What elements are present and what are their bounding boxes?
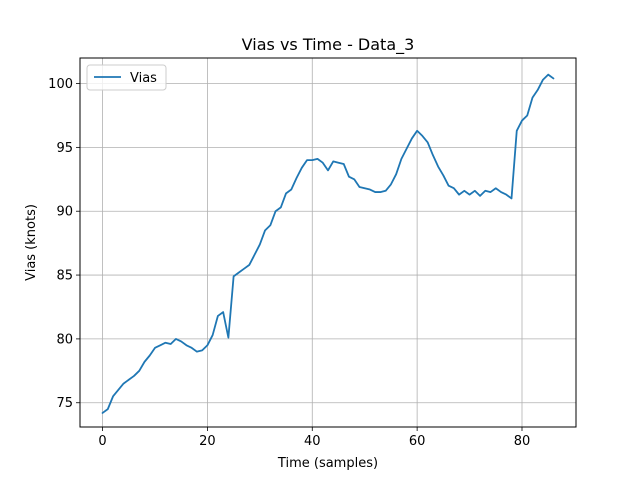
x-tick-label: 80: [514, 434, 531, 449]
plot-frame: [79, 57, 577, 428]
y-tick-label: 95: [56, 141, 73, 156]
chart-title: Vias vs Time - Data_3: [242, 35, 415, 55]
legend-label-vias: Vias: [130, 71, 157, 86]
y-tick-label: 85: [56, 269, 73, 284]
x-axis-label: Time (samples): [277, 456, 378, 471]
series-line-vias: [101, 73, 555, 414]
y-axis-label: Vias (knots): [24, 204, 39, 281]
x-tick-label: 40: [304, 434, 321, 449]
series-layer: [101, 73, 555, 414]
y-tick-label: 75: [56, 396, 73, 411]
x-tick-label: 60: [409, 434, 426, 449]
x-tick-label: 0: [98, 434, 106, 449]
x-tick-label: 20: [199, 434, 216, 449]
y-tick-label: 80: [56, 332, 73, 347]
legend: Vias: [86, 64, 167, 91]
legend-box: [86, 64, 167, 91]
ticks: 0 20 40 60 80 75 80 85 90 95 100: [48, 77, 530, 449]
y-tick-label: 90: [56, 205, 73, 220]
grid: [80, 58, 576, 427]
y-tick-label: 100: [48, 77, 73, 92]
